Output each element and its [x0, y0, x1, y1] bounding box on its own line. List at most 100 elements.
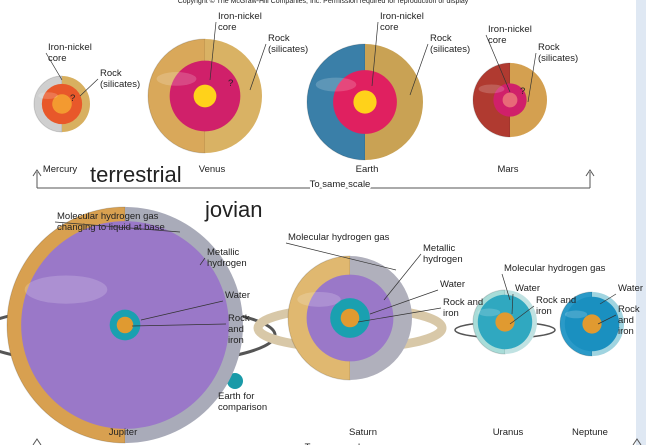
leader-line [383, 253, 422, 301]
leader-line [597, 314, 617, 325]
leader-line [199, 257, 206, 266]
label-line: Water [225, 290, 250, 301]
planet-layer [582, 314, 602, 334]
layer-label: Rock and iron [618, 304, 640, 337]
layer-label: Water [440, 279, 465, 290]
leader-line [79, 78, 99, 97]
planet-name: Saturn [349, 427, 377, 438]
label-line: iron [228, 335, 244, 346]
surface-band [478, 84, 505, 94]
layer-label: ? [70, 93, 75, 104]
label-line: and [228, 324, 244, 335]
label-line: Rock [538, 42, 560, 53]
layer-label: Rock and iron [228, 313, 250, 346]
leader-line [371, 21, 379, 87]
label-line: Molecular hydrogen gas [57, 211, 159, 222]
label-line: Iron-nickel [218, 11, 262, 22]
label-line: hydrogen [207, 258, 247, 269]
leader-line [285, 242, 397, 271]
leader-line [501, 273, 511, 301]
label-line: iron [536, 306, 552, 317]
label-line: core [48, 53, 66, 64]
earth-comparison [227, 373, 243, 389]
label-line: ? [228, 78, 233, 89]
planet-name: Earth [356, 164, 379, 175]
planet-name: Mars [497, 164, 518, 175]
label-line: Rock and [443, 297, 483, 308]
leader-line [511, 293, 514, 315]
scale-arrow [32, 438, 642, 445]
planet-name: Jupiter [109, 427, 138, 438]
layer-label: Rock (silicates) [430, 33, 470, 55]
leader-line [249, 43, 267, 91]
label-line: (silicates) [430, 44, 470, 55]
layer-label: Rock and iron [443, 297, 483, 319]
layer-label: Rock and iron [536, 295, 576, 317]
label-line: and [618, 315, 634, 326]
planet-layer [116, 316, 134, 334]
planet-surface [472, 62, 511, 138]
leader-line [131, 323, 227, 327]
surface-band [315, 77, 357, 92]
label-line: iron [443, 308, 459, 319]
planet-layer [52, 94, 72, 114]
scale-label: To same scale [305, 442, 366, 445]
planet-name: Uranus [493, 427, 524, 438]
scale-label: To same scale [310, 179, 371, 190]
leader-line [527, 52, 537, 103]
surface-band [38, 92, 58, 99]
layer-label: Molecular hydrogen gas [504, 263, 606, 274]
leader-line [509, 305, 535, 325]
leader-line [599, 293, 617, 305]
label-line: (silicates) [268, 44, 308, 55]
label-line: changing to liquid at base [57, 222, 165, 233]
planet-name: Mercury [43, 164, 78, 175]
label-line: Metallic [207, 247, 239, 258]
label-line: Molecular hydrogen gas [288, 232, 390, 243]
label-line: core [218, 22, 236, 33]
label-line: hydrogen [423, 254, 463, 265]
label-line: comparison [218, 402, 267, 413]
layer-label: Water [618, 283, 643, 294]
layer-label: Molecular hydrogen gas [288, 232, 390, 243]
leader-line [485, 34, 511, 93]
layer-label: ? [520, 86, 525, 97]
planet-layer [502, 92, 518, 108]
layer-label: Iron-nickel core [488, 24, 532, 46]
surface-band [156, 72, 197, 86]
label-line: Water [618, 283, 643, 294]
layer-label: Rock (silicates) [538, 42, 578, 64]
group-label: jovian [204, 197, 262, 222]
leader-line [369, 289, 439, 315]
label-line: Metallic [423, 243, 455, 254]
layer-label: Water [515, 283, 540, 294]
leader-line [409, 43, 429, 96]
label-line: (silicates) [100, 79, 140, 90]
label-line: Rock [268, 33, 290, 44]
label-line: Water [440, 279, 465, 290]
label-line: Rock [618, 304, 640, 315]
leader-line [357, 307, 442, 323]
label-line: core [380, 22, 398, 33]
layer-label: Metallic hydrogen [207, 247, 247, 269]
layer-label: Molecular hydrogen gas changing to liquid… [57, 211, 165, 233]
surface-band [24, 275, 108, 304]
label-line: Molecular hydrogen gas [504, 263, 606, 274]
label-line: Rock and [536, 295, 576, 306]
planet-name: Venus [199, 164, 226, 175]
scale-arrow [32, 169, 595, 177]
label-line: ? [520, 86, 525, 97]
leader-line [45, 52, 63, 81]
leader-line [54, 221, 181, 233]
slide-edge [636, 0, 646, 445]
label-line: Water [515, 283, 540, 294]
layer-label: Water [225, 290, 250, 301]
surface-band [564, 310, 588, 319]
layer-label: Rock (silicates) [100, 68, 140, 90]
planet-layer [340, 308, 360, 328]
planet-layer [495, 312, 515, 332]
label-line: Iron-nickel [488, 24, 532, 35]
label-line: core [488, 35, 506, 46]
label-line: Rock [100, 68, 122, 79]
